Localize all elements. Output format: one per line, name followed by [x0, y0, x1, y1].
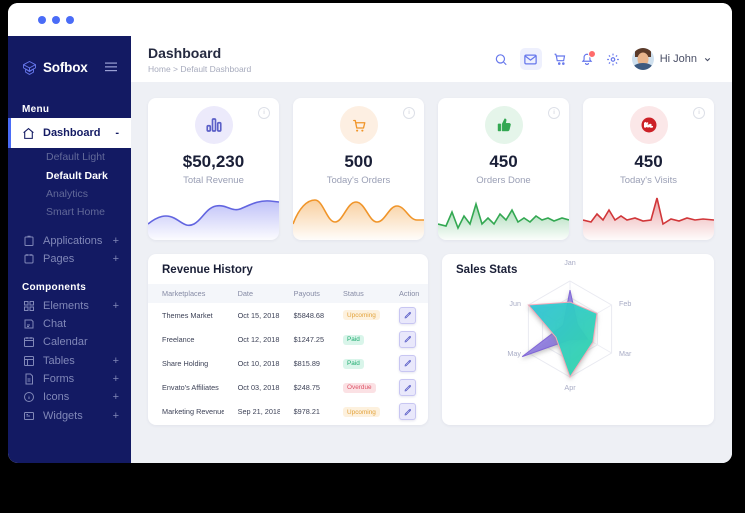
svg-text:May: May: [507, 349, 521, 358]
svg-text:Apr: Apr: [564, 383, 576, 392]
svg-text:Feb: Feb: [619, 299, 631, 308]
svg-text:Mar: Mar: [619, 349, 632, 358]
svg-text:Jan: Jan: [564, 258, 576, 267]
svg-text:Jun: Jun: [509, 299, 521, 308]
